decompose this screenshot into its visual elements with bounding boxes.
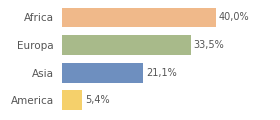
Text: 5,4%: 5,4% [85, 95, 110, 105]
Text: 21,1%: 21,1% [146, 68, 177, 78]
Text: 40,0%: 40,0% [219, 12, 249, 22]
Bar [62, 63, 143, 83]
Text: 33,5%: 33,5% [194, 40, 224, 50]
Bar [62, 35, 191, 55]
Bar [62, 8, 216, 27]
Bar [62, 90, 82, 110]
